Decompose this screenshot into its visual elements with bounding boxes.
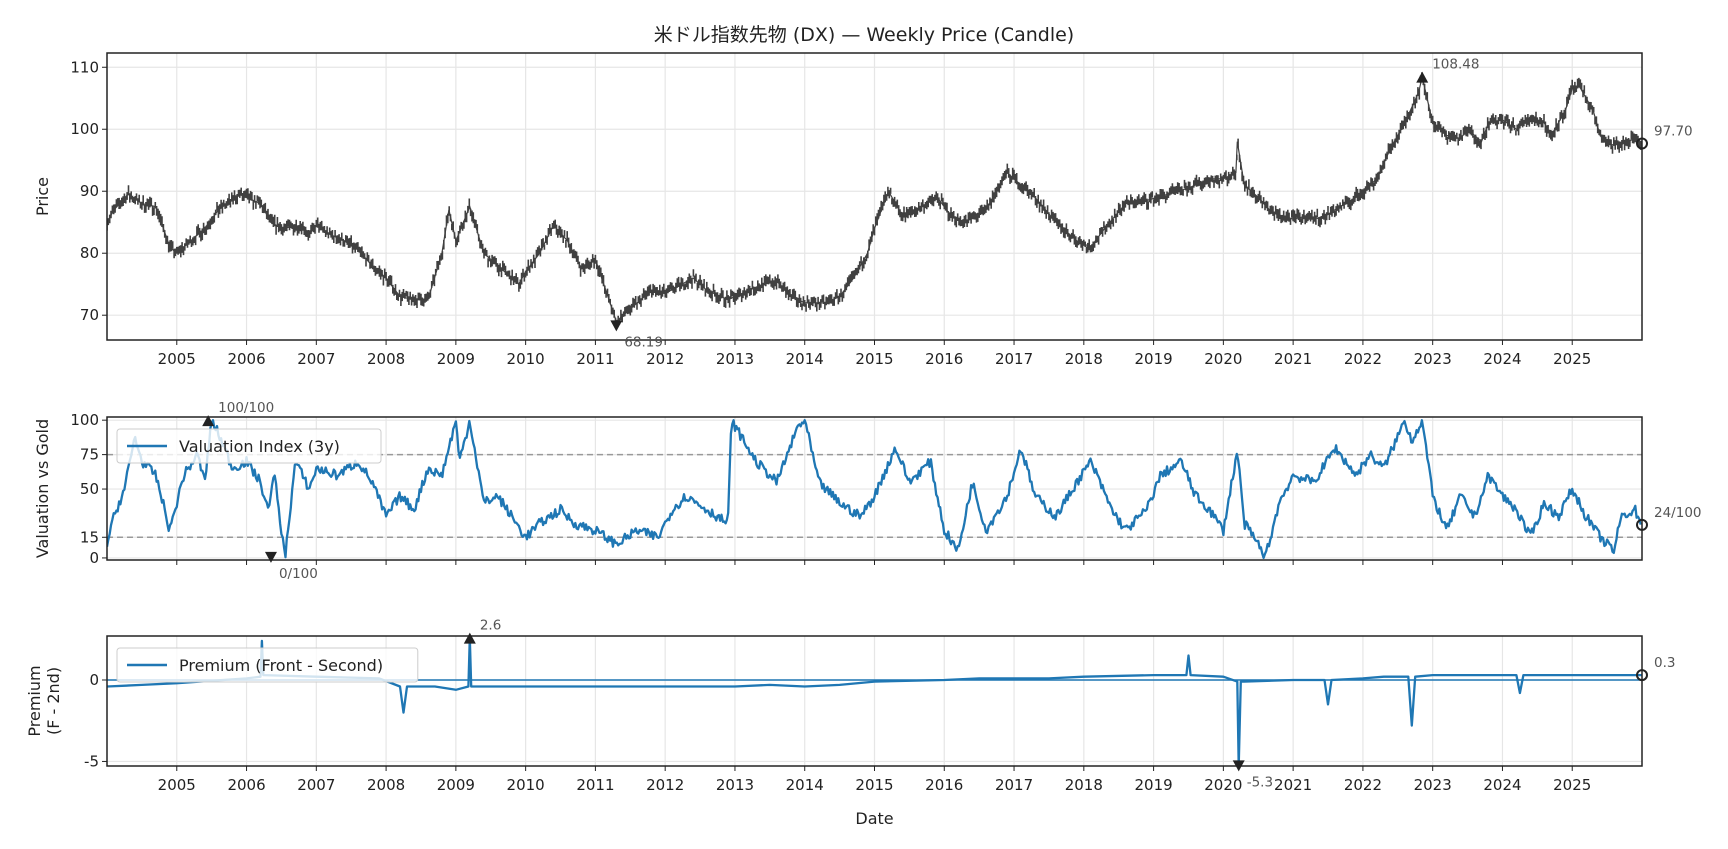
x-tick-label: 2005 [158, 350, 196, 368]
x-tick-label: 2025 [1553, 350, 1591, 368]
series-line [107, 419, 1642, 560]
valuation-panel: 0 15 50 75 100 Valuation vs Gold 100/100 0/100 2… [33, 400, 1702, 582]
axes-frame [106, 635, 1643, 767]
axes-frame [106, 52, 1643, 341]
x-tick-label: 2020 [1204, 776, 1242, 794]
x-tick-label: 2022 [1344, 350, 1382, 368]
max-marker-icon [463, 632, 476, 644]
legend-label: Valuation Index (3y) [179, 437, 340, 456]
x-tick-label: 2008 [367, 776, 405, 794]
y-tick-label: -5 [84, 752, 99, 770]
x-tick-label: 2018 [1065, 350, 1103, 368]
x-tick-label: 2019 [1134, 776, 1172, 794]
x-tick-label: 2017 [995, 350, 1033, 368]
x-tick-label: 2010 [507, 776, 545, 794]
x-tick-label: 2021 [1274, 350, 1312, 368]
price-line [107, 76, 1642, 323]
x-tick-label: 2016 [925, 350, 963, 368]
y-tick-label: 0 [89, 671, 99, 689]
max-annotation: 2.6 [480, 618, 501, 634]
x-tick-label: 2021 [1274, 776, 1312, 794]
x-tick-label: 2005 [158, 776, 196, 794]
y-axis-label: Price [33, 177, 52, 216]
x-tick-label: 2012 [646, 350, 684, 368]
max-marker-icon [1416, 71, 1429, 83]
y-tick-label: 75 [80, 446, 99, 464]
min-marker-icon [1232, 760, 1245, 772]
last-value-marker-icon [1636, 669, 1648, 682]
y-tick-label: 15 [80, 528, 99, 546]
last-value-annotation: 24/100 [1654, 505, 1702, 521]
x-tick-label: 2006 [227, 776, 265, 794]
x-tick-label: 2008 [367, 350, 405, 368]
x-tick-label: 2007 [297, 350, 335, 368]
x-tick-label: 2013 [716, 350, 754, 368]
last-value-annotation: 0.3 [1654, 655, 1675, 671]
y-tick-label: 100 [70, 120, 99, 138]
x-tick-label: 2025 [1553, 776, 1591, 794]
max-annotation: 108.48 [1432, 57, 1479, 73]
series-line [107, 636, 1642, 766]
y-tick-label: 110 [70, 58, 99, 76]
x-tick-label: 2009 [437, 776, 475, 794]
x-tick-label: 2018 [1065, 776, 1103, 794]
x-axis-label: Date [855, 809, 893, 828]
y-axis-label: (F - 2nd) [44, 667, 63, 735]
last-value-marker-icon [1636, 518, 1648, 531]
x-tick-label: 2009 [437, 350, 475, 368]
last-value-marker-icon [1636, 137, 1648, 150]
y-tick-label: 70 [80, 306, 99, 324]
x-tick-label: 2014 [786, 776, 824, 794]
x-tick-label: 2006 [227, 350, 265, 368]
x-tick-label: 2011 [576, 350, 614, 368]
x-tick-label: 2016 [925, 776, 963, 794]
x-tick-label: 2010 [507, 350, 545, 368]
premium-panel: 2005 2006 2007 2008 2009 2010 2011 2012 2013 2014… [25, 618, 1675, 828]
x-tick-label: 2023 [1414, 350, 1452, 368]
x-tick-label: 2015 [855, 776, 893, 794]
y-tick-label: 0 [89, 549, 99, 567]
min-annotation: 68.19 [624, 334, 663, 350]
plot-area [107, 72, 1642, 327]
y-axis-label: Premium [25, 665, 44, 736]
y-tick-label: 50 [80, 480, 99, 498]
price-panel: 2005 2006 2007 2008 2009 2010 2011 2012 2013 2014… [33, 52, 1693, 368]
chart-title: 米ドル指数先物 (DX) — Weekly Price (Candle) [654, 24, 1074, 46]
legend-label: Premium (Front - Second) [179, 656, 383, 675]
x-tick-label: 2019 [1134, 350, 1172, 368]
x-tick-label: 2015 [855, 350, 893, 368]
y-tick-label: 80 [80, 244, 99, 262]
last-value-annotation: 97.70 [1654, 124, 1693, 140]
x-tick-label: 2022 [1344, 776, 1382, 794]
x-tick-label: 2024 [1483, 350, 1521, 368]
y-tick-label: 100 [70, 411, 99, 429]
x-tick-label: 2014 [786, 350, 824, 368]
x-tick-label: 2023 [1414, 776, 1452, 794]
y-tick-label: 90 [80, 182, 99, 200]
x-tick-label: 2017 [995, 776, 1033, 794]
legend-box [116, 428, 382, 464]
min-marker-icon [610, 320, 623, 332]
y-axis-label: Valuation vs Gold [33, 419, 52, 558]
x-tick-label: 2020 [1204, 350, 1242, 368]
legend-box [116, 647, 419, 683]
x-tick-label: 2011 [576, 776, 614, 794]
max-annotation: 100/100 [218, 400, 274, 416]
x-tick-label: 2024 [1483, 776, 1521, 794]
min-marker-icon [264, 551, 277, 563]
x-tick-label: 2007 [297, 776, 335, 794]
min-annotation: -5.3 [1247, 774, 1273, 790]
x-tick-label: 2013 [716, 776, 754, 794]
min-annotation: 0/100 [279, 566, 318, 582]
max-marker-icon [202, 415, 215, 427]
axes-frame [106, 416, 1643, 561]
x-tick-label: 2012 [646, 776, 684, 794]
